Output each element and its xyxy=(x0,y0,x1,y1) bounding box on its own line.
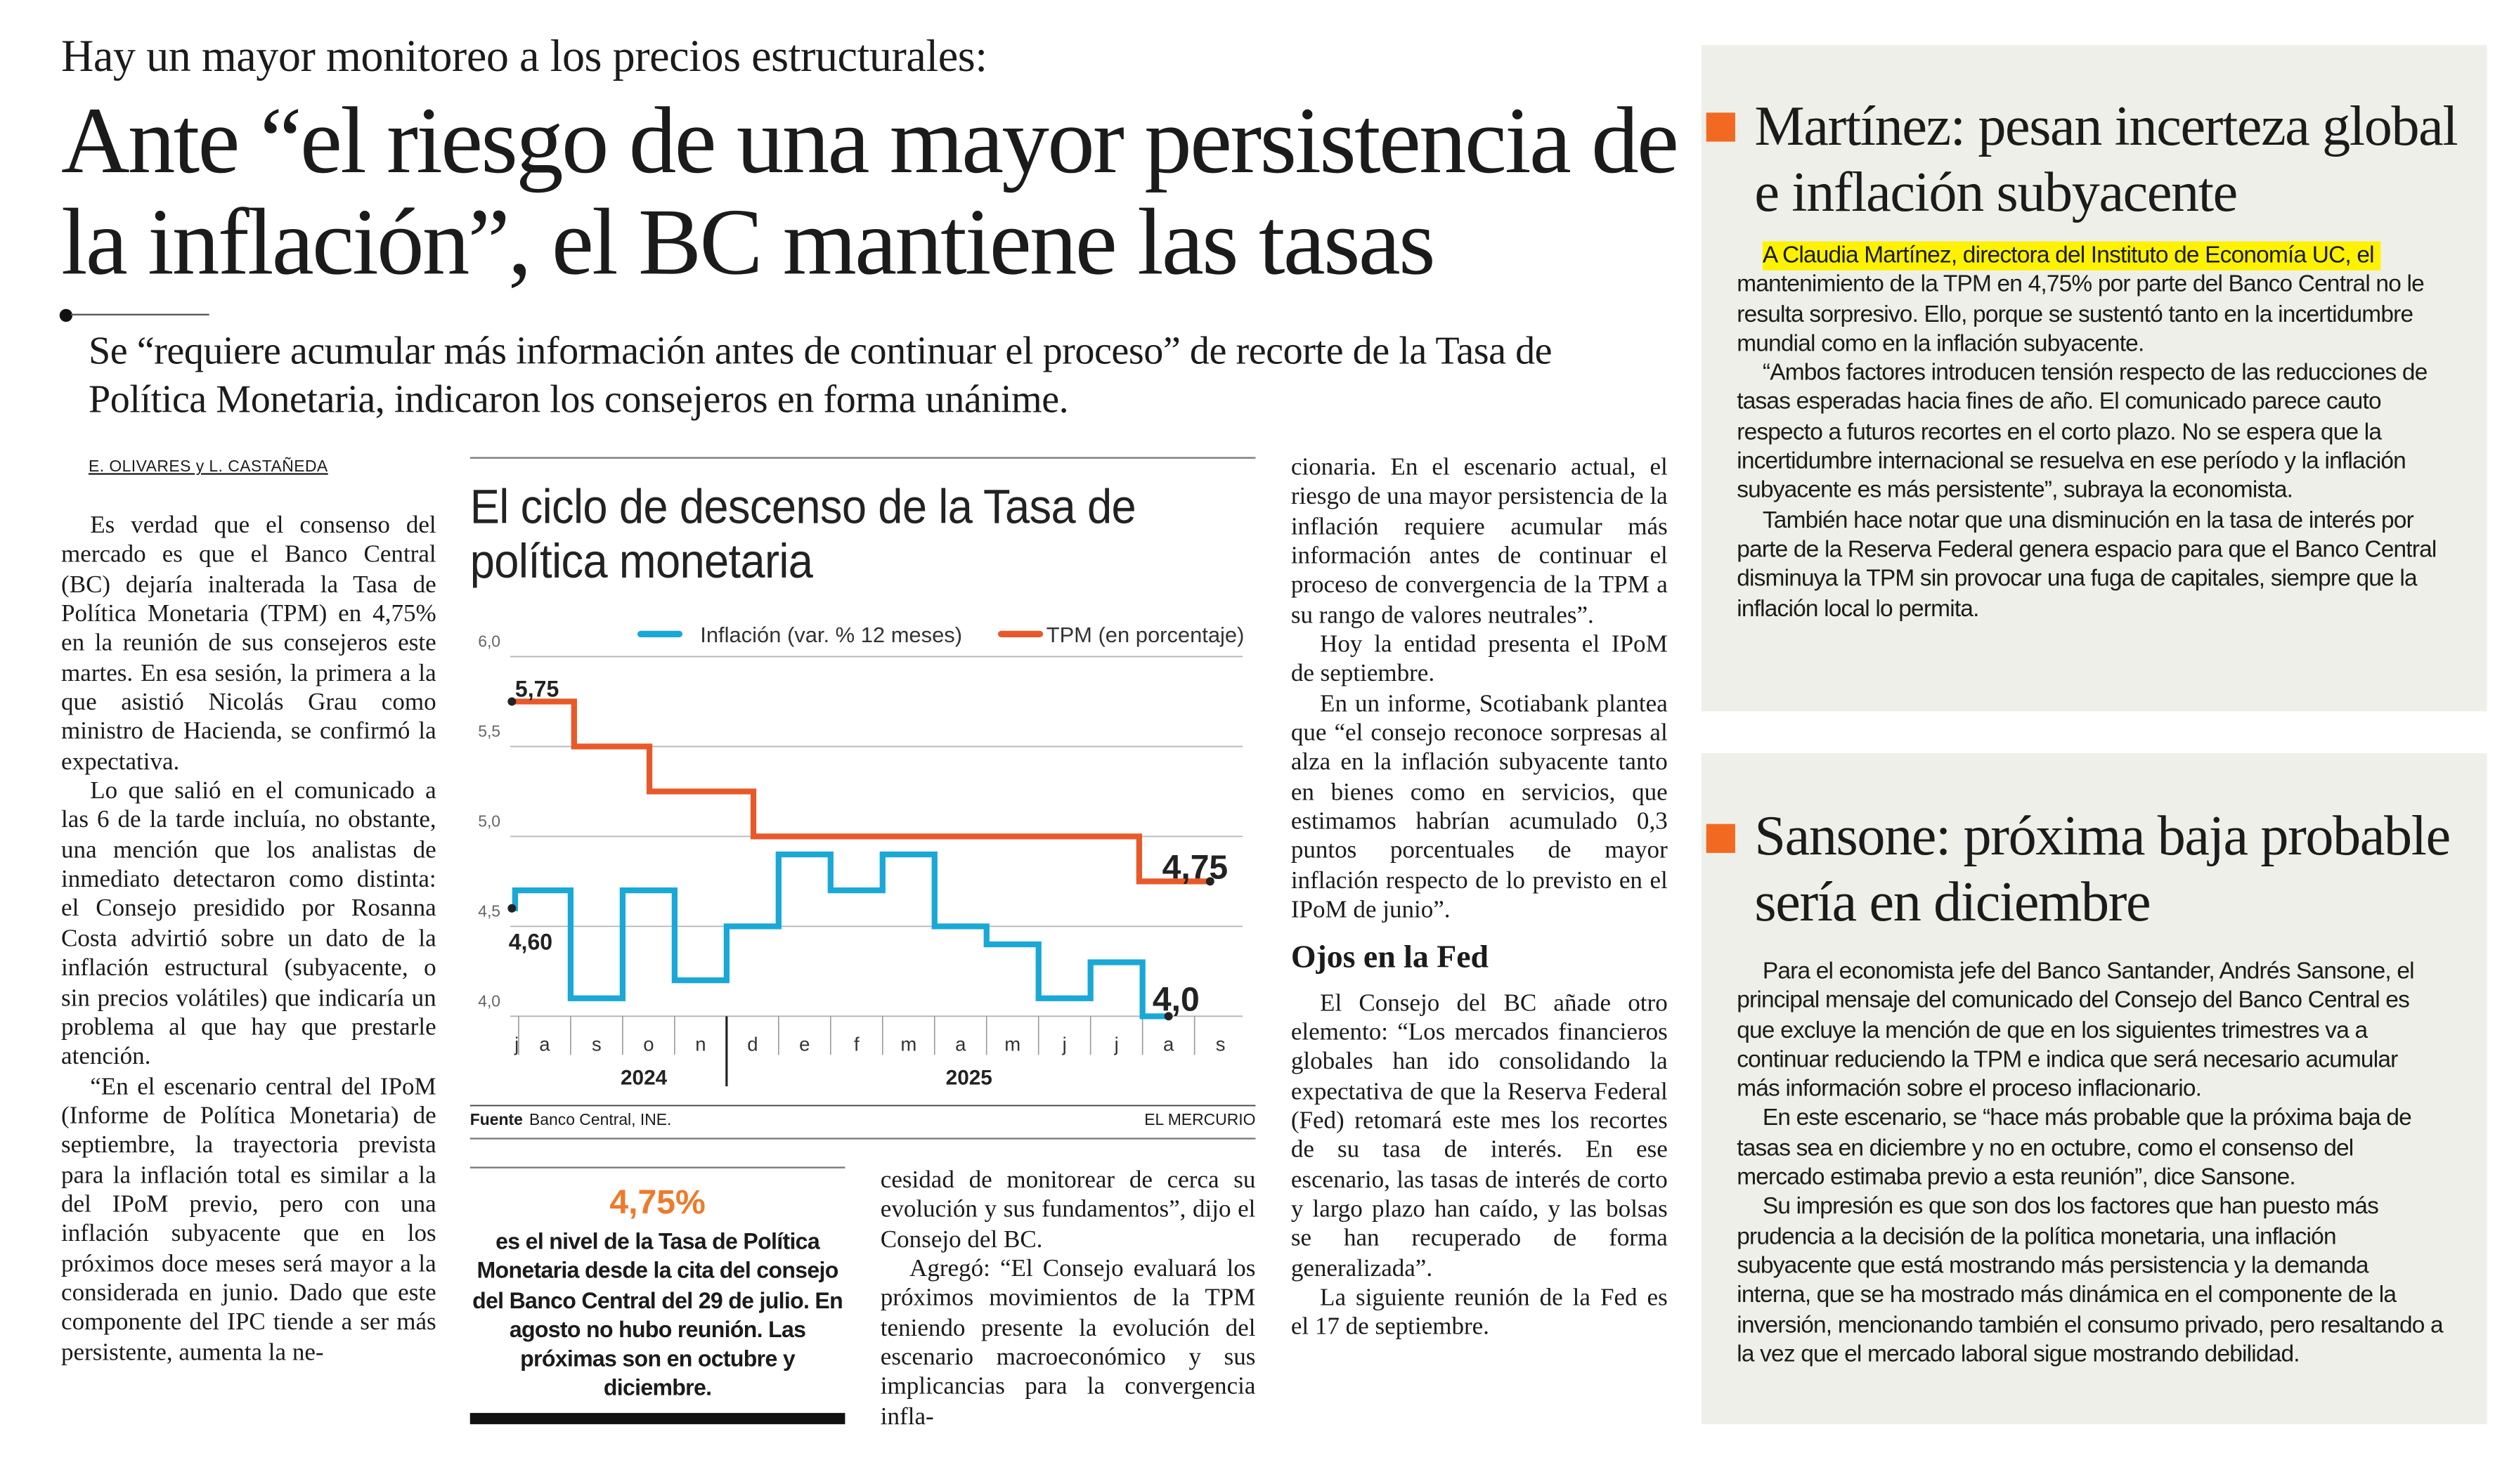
paragraph: También hace notar que una disminución e… xyxy=(1737,507,2437,623)
y-tick-label: 5,5 xyxy=(478,722,500,741)
headline: Ante “el riesgo de una mayor persistenci… xyxy=(61,86,1679,295)
tpm-end-label: 4,75 xyxy=(1162,849,1229,887)
sidebar-body: A Claudia Martínez, directora del Instit… xyxy=(1737,241,2445,625)
inflation-line xyxy=(512,851,1169,1020)
x-tick-label: j xyxy=(514,1034,519,1055)
source-text: Banco Central, INE. xyxy=(529,1112,672,1130)
sidebar-title: Martínez: pesan incerteza global e infla… xyxy=(1754,95,2458,224)
x-tick-label: m xyxy=(1004,1034,1020,1055)
x-tick-label: m xyxy=(900,1034,916,1055)
paragraph: Para el economista jefe del Banco Santan… xyxy=(1737,959,2414,1103)
legend-label: TPM (en porcentaje) xyxy=(1046,623,1245,647)
article-column-3: cesidad de monitorear de cerca su evoluc… xyxy=(881,1166,1256,1432)
chart-source: Fuente Banco Central, INE. xyxy=(470,1112,672,1130)
paragraph: La siguiente reunión de la Fed es el 17 … xyxy=(1290,1284,1668,1341)
subheading: Ojos en la Fed xyxy=(1290,939,1489,975)
rule-dot xyxy=(59,308,73,323)
inflation-end-dot xyxy=(1164,1012,1173,1021)
paragraph: cesidad de monitorear de cerca su evoluc… xyxy=(880,1166,1256,1254)
source-label: Fuente xyxy=(469,1112,523,1130)
paragraph: En este escenario, se “hace más probable… xyxy=(1737,1106,2412,1192)
chart: El ciclo de descenso de la Tasa de polít… xyxy=(469,457,1256,1140)
x-tick-label: a xyxy=(1163,1034,1174,1055)
x-tick-label: f xyxy=(854,1034,860,1055)
x-tick-label: o xyxy=(643,1034,654,1055)
legend-label: Inflación (var. % 12 meses) xyxy=(700,623,962,647)
orange-square-icon xyxy=(1706,824,1735,853)
highlighted-text: A Claudia Martínez, directora del Instit… xyxy=(1762,241,2380,271)
article-column-1: Es verdad que el consenso del mercado es… xyxy=(61,512,436,1367)
x-tick-label: a xyxy=(539,1034,550,1055)
x-tick-label: j xyxy=(1062,1034,1067,1055)
year-label: 2024 xyxy=(621,1067,668,1090)
rule-line xyxy=(70,313,209,315)
x-tick-label: s xyxy=(1216,1034,1226,1055)
tpm-end-dot xyxy=(1205,877,1214,886)
y-tick-label: 4,0 xyxy=(478,992,500,1010)
paragraph: Hoy la entidad presenta el IPoM de septi… xyxy=(1290,630,1668,688)
orange-square-icon xyxy=(1706,112,1735,142)
paragraph: “Ambos factores introducen tensión respe… xyxy=(1737,360,2428,505)
lead-text: mantenimiento de la TPM en 4,75% por par… xyxy=(1737,272,2424,358)
tpm-line xyxy=(512,698,1210,885)
paragraph: Su impresión es que son dos los factores… xyxy=(1737,1195,2443,1368)
highlight-bar xyxy=(469,1412,845,1424)
sidebar-body: Para el economista jefe del Banco Santan… xyxy=(1737,958,2445,1370)
paragraph: El Consejo del BC añade otro elemento: “… xyxy=(1290,989,1668,1282)
y-tick-label: 4,5 xyxy=(478,902,500,920)
x-tick-label: s xyxy=(592,1034,602,1055)
year-label: 2025 xyxy=(946,1067,992,1090)
x-tick-label: j xyxy=(1114,1034,1119,1055)
deck: Se “requiere acumular más información an… xyxy=(88,330,1553,422)
chart-brand: EL MERCURIO xyxy=(1144,1112,1256,1130)
sidebar-title: Sansone: próxima baja probable sería en … xyxy=(1754,805,2451,934)
paragraph: cionaria. En el escenario actual, el rie… xyxy=(1290,453,1668,629)
kicker: Hay un mayor monitoreo a los precios est… xyxy=(61,32,987,82)
paragraph: Agregó: “El Consejo evaluará los próximo… xyxy=(880,1255,1256,1431)
tpm-start-label: 5,75 xyxy=(515,677,559,702)
paragraph: “En el escenario central del IPoM (Infor… xyxy=(61,1072,436,1366)
y-tick-label: 5,0 xyxy=(478,812,500,831)
highlight-text: es el nivel de la Tasa de Política Monet… xyxy=(472,1228,843,1401)
byline: E. OLIVARES y L. CASTAÑEDA xyxy=(88,458,328,476)
x-tick-label: d xyxy=(747,1034,758,1055)
x-tick-label: n xyxy=(695,1034,706,1055)
sidebar-box-martinez: Martínez: pesan incerteza global e infla… xyxy=(1701,45,2487,712)
inflation-start-label: 4,60 xyxy=(509,929,552,954)
x-tick-label: a xyxy=(955,1034,966,1055)
article-column-4: cionaria. En el escenario actual, el rie… xyxy=(1291,454,1668,1343)
paragraph: Lo que salió en el comunicado a las 6 de… xyxy=(61,777,436,1071)
chart-title: El ciclo de descenso de la Tasa de polít… xyxy=(469,481,1136,590)
sidebar-box-sansone: Sansone: próxima baja probable sería en … xyxy=(1701,753,2487,1424)
inflation-start-dot xyxy=(507,904,517,913)
x-tick-label: e xyxy=(799,1034,810,1055)
tpm-start-dot xyxy=(507,697,517,706)
paragraph: Es verdad que el consenso del mercado es… xyxy=(61,512,436,776)
highlight-box: 4,75% es el nivel de la Tasa de Política… xyxy=(469,1166,845,1426)
inflation-end-label: 4,0 xyxy=(1153,980,1200,1018)
paragraph: En un informe, Scotiabank plantea que “e… xyxy=(1290,689,1668,924)
highlight-value: 4,75% xyxy=(609,1184,706,1222)
y-tick-label: 6,0 xyxy=(478,632,500,651)
